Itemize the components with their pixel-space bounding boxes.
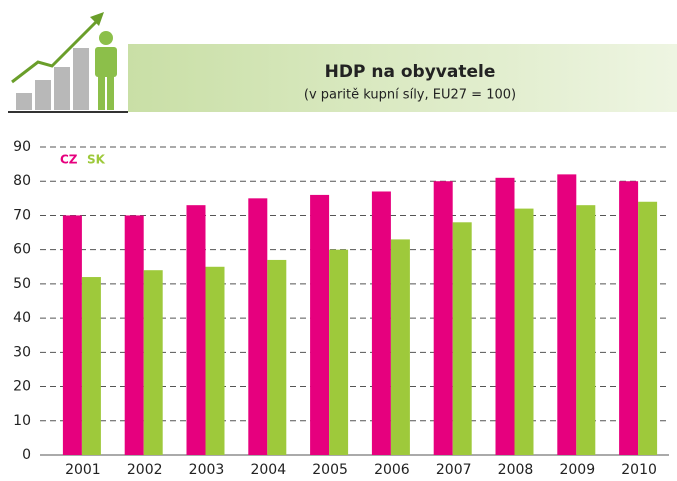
x-tick-label: 2003 <box>189 462 225 477</box>
bar <box>371 191 391 455</box>
bar <box>638 201 658 455</box>
bar <box>433 181 453 455</box>
x-tick-label: 2009 <box>559 462 595 477</box>
bar <box>452 222 472 455</box>
y-tick-label: 80 <box>13 173 31 189</box>
chart-subtitle: (v paritě kupní síly, EU27 = 100) <box>304 88 516 103</box>
y-tick-label: 10 <box>13 413 31 429</box>
legend-label: CZ <box>60 153 78 167</box>
bar <box>557 174 577 455</box>
x-tick-label: 2006 <box>374 462 410 477</box>
x-tick-label: 2002 <box>127 462 163 477</box>
x-tick-label: 2008 <box>498 462 534 477</box>
bar <box>143 270 163 455</box>
bar <box>248 198 268 456</box>
x-tick-label: 2005 <box>312 462 348 477</box>
x-tick-label: 2004 <box>250 462 286 477</box>
x-tick-label: 2007 <box>436 462 472 477</box>
bar <box>205 266 225 455</box>
bar <box>267 259 287 455</box>
bar <box>186 205 206 455</box>
y-tick-label: 0 <box>22 447 31 463</box>
bar <box>81 277 101 455</box>
bar <box>514 208 534 455</box>
bar <box>619 181 639 455</box>
bar <box>62 215 82 455</box>
icon <box>8 12 128 113</box>
bar <box>329 249 349 455</box>
header-band <box>128 44 677 112</box>
legend-label: SK <box>87 153 106 167</box>
y-tick-label: 20 <box>13 379 31 395</box>
bar <box>390 239 410 455</box>
bar <box>310 194 330 455</box>
bar <box>495 177 515 456</box>
y-tick-label: 40 <box>13 310 31 326</box>
bar <box>124 215 144 455</box>
x-tick-label: 2001 <box>65 462 101 477</box>
x-tick-label: 2010 <box>621 462 657 477</box>
y-tick-label: 30 <box>13 344 31 360</box>
y-tick-label: 50 <box>13 276 31 292</box>
y-tick-label: 60 <box>13 242 31 258</box>
y-tick-label: 90 <box>13 139 31 155</box>
y-tick-label: 70 <box>13 207 31 223</box>
chart-title: HDP na obyvatele <box>325 62 496 82</box>
bar <box>576 205 596 455</box>
